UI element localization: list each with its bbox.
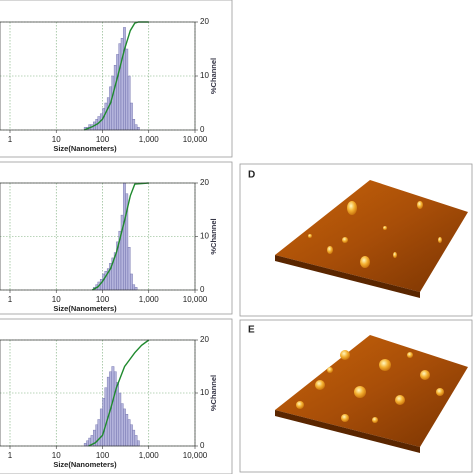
y2-axis-label: %Channel [209,58,218,94]
bar [83,443,87,447]
bar [97,419,101,447]
bar [136,127,140,131]
plot-border [0,21,196,131]
bar [134,124,138,131]
y2-tick-label: 20 [200,178,209,187]
bar [123,408,126,447]
x-tick-label: 10,000 [183,135,208,144]
bar [132,429,136,447]
bar [113,64,117,131]
x-tick-label: 10 [52,451,61,460]
bar [134,287,138,291]
y2-tick-label: 10 [200,232,209,241]
bar [116,54,119,131]
afm-features [296,350,444,423]
bar [102,398,105,447]
x-tick-label: 10 [52,295,61,304]
x-tick-label: 10,000 [183,295,208,304]
bar [109,86,112,131]
bar [113,371,117,447]
afm-edge [275,255,420,298]
bar [130,273,133,291]
x-tick-label: 1,000 [139,451,160,460]
afm-edge [275,410,420,453]
bar [123,27,126,131]
x-axis-label: Size(Nanometers) [53,304,117,313]
bar [106,97,110,131]
bar [130,102,133,131]
bar [86,440,89,447]
afm-features [308,201,442,268]
y2-axis-label: %Channel [209,375,218,411]
bar [132,284,136,291]
bar [125,414,129,447]
bar [123,182,126,291]
x-tick-label: 1,000 [139,295,160,304]
bar [127,246,131,291]
x-axis-label: Size(Nanometers) [53,460,117,469]
x-tick-label: 100 [96,135,110,144]
bar [130,424,133,447]
y2-tick-label: 0 [200,285,205,294]
x-tick-label: 1 [8,451,13,460]
bar [120,403,124,447]
x-tick-label: 1 [8,295,13,304]
plot-border [0,182,196,291]
afm-panel-d: D [239,163,473,317]
y2-tick-label: 10 [200,388,209,397]
bar [104,387,108,447]
bar [125,48,129,131]
panel-label: D [248,170,255,181]
bar [99,408,103,447]
y2-tick-label: 20 [200,335,209,344]
x-tick-label: 1 [8,135,13,144]
y2-axis-label: %Channel [209,218,218,254]
cumulative-line [83,21,149,131]
bar [127,75,131,131]
panel-frame [0,161,233,315]
y2-tick-label: 10 [200,71,209,80]
bar [136,440,140,447]
bar [127,419,131,447]
x-axis-label: Size(Nanometers) [53,144,117,153]
y2-tick-label: 0 [200,125,205,134]
x-tick-label: 100 [96,451,110,460]
bar [118,392,122,447]
afm-panel-e: E [239,319,473,473]
x-tick-label: 10 [52,135,61,144]
y2-tick-label: 20 [200,17,209,26]
panel-label: E [248,325,255,336]
x-tick-label: 1,000 [139,135,160,144]
x-tick-label: 10,000 [183,451,208,460]
x-tick-label: 100 [96,295,110,304]
cumulative-line [91,182,149,291]
afm-surface [275,335,468,447]
bar [132,118,136,131]
cumulative-line [88,339,150,447]
bar [134,435,138,447]
bar [118,43,122,131]
y2-tick-label: 0 [200,441,205,450]
bar [111,75,115,131]
bar [116,382,119,447]
bar [104,102,108,131]
plot-border [0,339,196,447]
bar [120,38,124,131]
